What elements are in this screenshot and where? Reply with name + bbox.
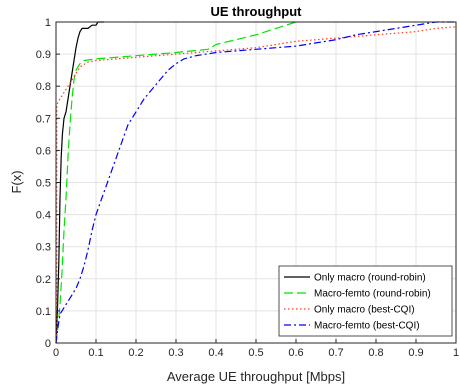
x-tick-label: 0.9 <box>408 347 423 359</box>
y-tick-label: 0.1 <box>36 306 51 318</box>
x-tick-label: 0.3 <box>168 347 183 359</box>
legend-label: Macro-femto (round-robin) <box>314 289 431 300</box>
y-tick-label: 0.2 <box>36 274 51 286</box>
x-tick-label: 0.4 <box>208 347 223 359</box>
x-tick-label: 0.7 <box>328 347 343 359</box>
legend-label: Only macro (best-CQI) <box>314 305 415 316</box>
y-tick-label: 0.6 <box>36 145 51 157</box>
y-tick-label: 0.4 <box>36 210 51 222</box>
y-tick-label: 0 <box>45 338 51 350</box>
legend: Only macro (round-robin) Macro-femto (rou… <box>279 266 452 336</box>
x-tick-label: 0.1 <box>88 347 103 359</box>
x-tick-label: 1 <box>453 347 459 359</box>
x-tick-label: 0.6 <box>288 347 303 359</box>
y-tick-label: 1 <box>45 17 51 29</box>
y-tick-label: 0.5 <box>36 178 51 190</box>
y-tick-label: 0.7 <box>36 113 51 125</box>
x-axis-title: Average UE throughput [Mbps] <box>167 369 345 384</box>
y-tick-label: 0.9 <box>36 49 51 61</box>
x-tick-label: 0.2 <box>128 347 143 359</box>
legend-label: Only macro (round-robin) <box>314 273 426 284</box>
y-tick-label: 0.3 <box>36 242 51 254</box>
y-axis-title: F(x) <box>9 170 24 193</box>
x-tick-label: 0 <box>53 347 59 359</box>
y-tick-label: 0.8 <box>36 81 51 93</box>
x-tick-label: 0.8 <box>368 347 383 359</box>
legend-label: Macro-femto (best-CQI) <box>314 321 420 332</box>
x-tick-label: 0.5 <box>248 347 263 359</box>
chart-title: UE throughput <box>211 4 303 19</box>
